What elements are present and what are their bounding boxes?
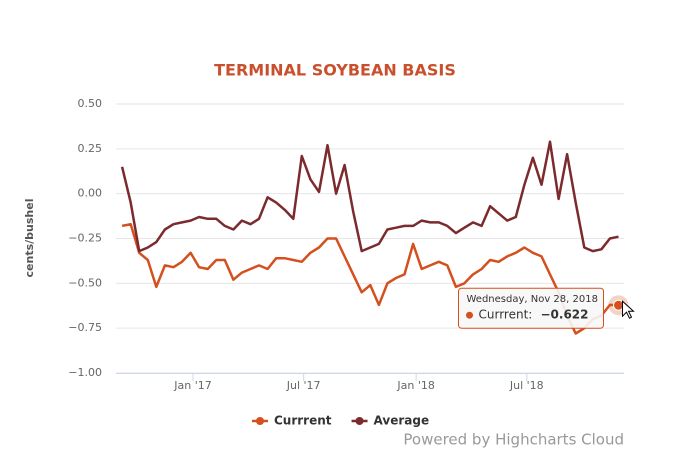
y-tick-label: −0.25 (68, 232, 102, 245)
grid: 0.50 0.25 0.00 −0.25 −0.50 −0.75 −1.00 Jan '17 J… (68, 97, 624, 392)
y-tick-label: 0.25 (78, 142, 103, 155)
tooltip-dot (465, 311, 473, 319)
tooltip-title: Wednesday, Nov 28, 2018 (466, 294, 597, 305)
cursor (621, 300, 635, 319)
chart-title: TERMINAL SOYBEAN BASIS (214, 61, 456, 80)
x-tick-label: Jan '17 (173, 379, 211, 392)
legend-marker (256, 417, 264, 425)
tooltip-label: Currrent: (478, 308, 532, 322)
legend-marker (355, 417, 364, 425)
tooltip: Wednesday, Nov 28, 2018 Currrent: −0.622 (457, 287, 635, 329)
legend-label[interactable]: Currrent (274, 414, 332, 428)
tooltip-box (457, 287, 604, 329)
y-tick-label: −1.00 (68, 366, 102, 379)
y-tick-label: 0.50 (78, 97, 103, 110)
y-tick-label: −0.50 (68, 276, 102, 289)
y-tick-label: 0.00 (78, 187, 103, 200)
series-line (120, 140, 619, 253)
x-tick-label: Jul '18 (509, 379, 544, 392)
legend-label[interactable]: Average (374, 414, 430, 428)
tooltip-value: −0.622 (540, 308, 588, 322)
y-tick-label: −0.75 (68, 321, 102, 334)
y-axis-label: cents/bushel (23, 199, 36, 278)
x-tick-label: Jul '17 (286, 379, 321, 392)
credit[interactable]: Powered by Highcharts Cloud (403, 431, 624, 449)
legend: Currrent Average (252, 414, 429, 428)
series-line (121, 222, 619, 335)
x-tick-label: Jan '18 (396, 379, 434, 392)
